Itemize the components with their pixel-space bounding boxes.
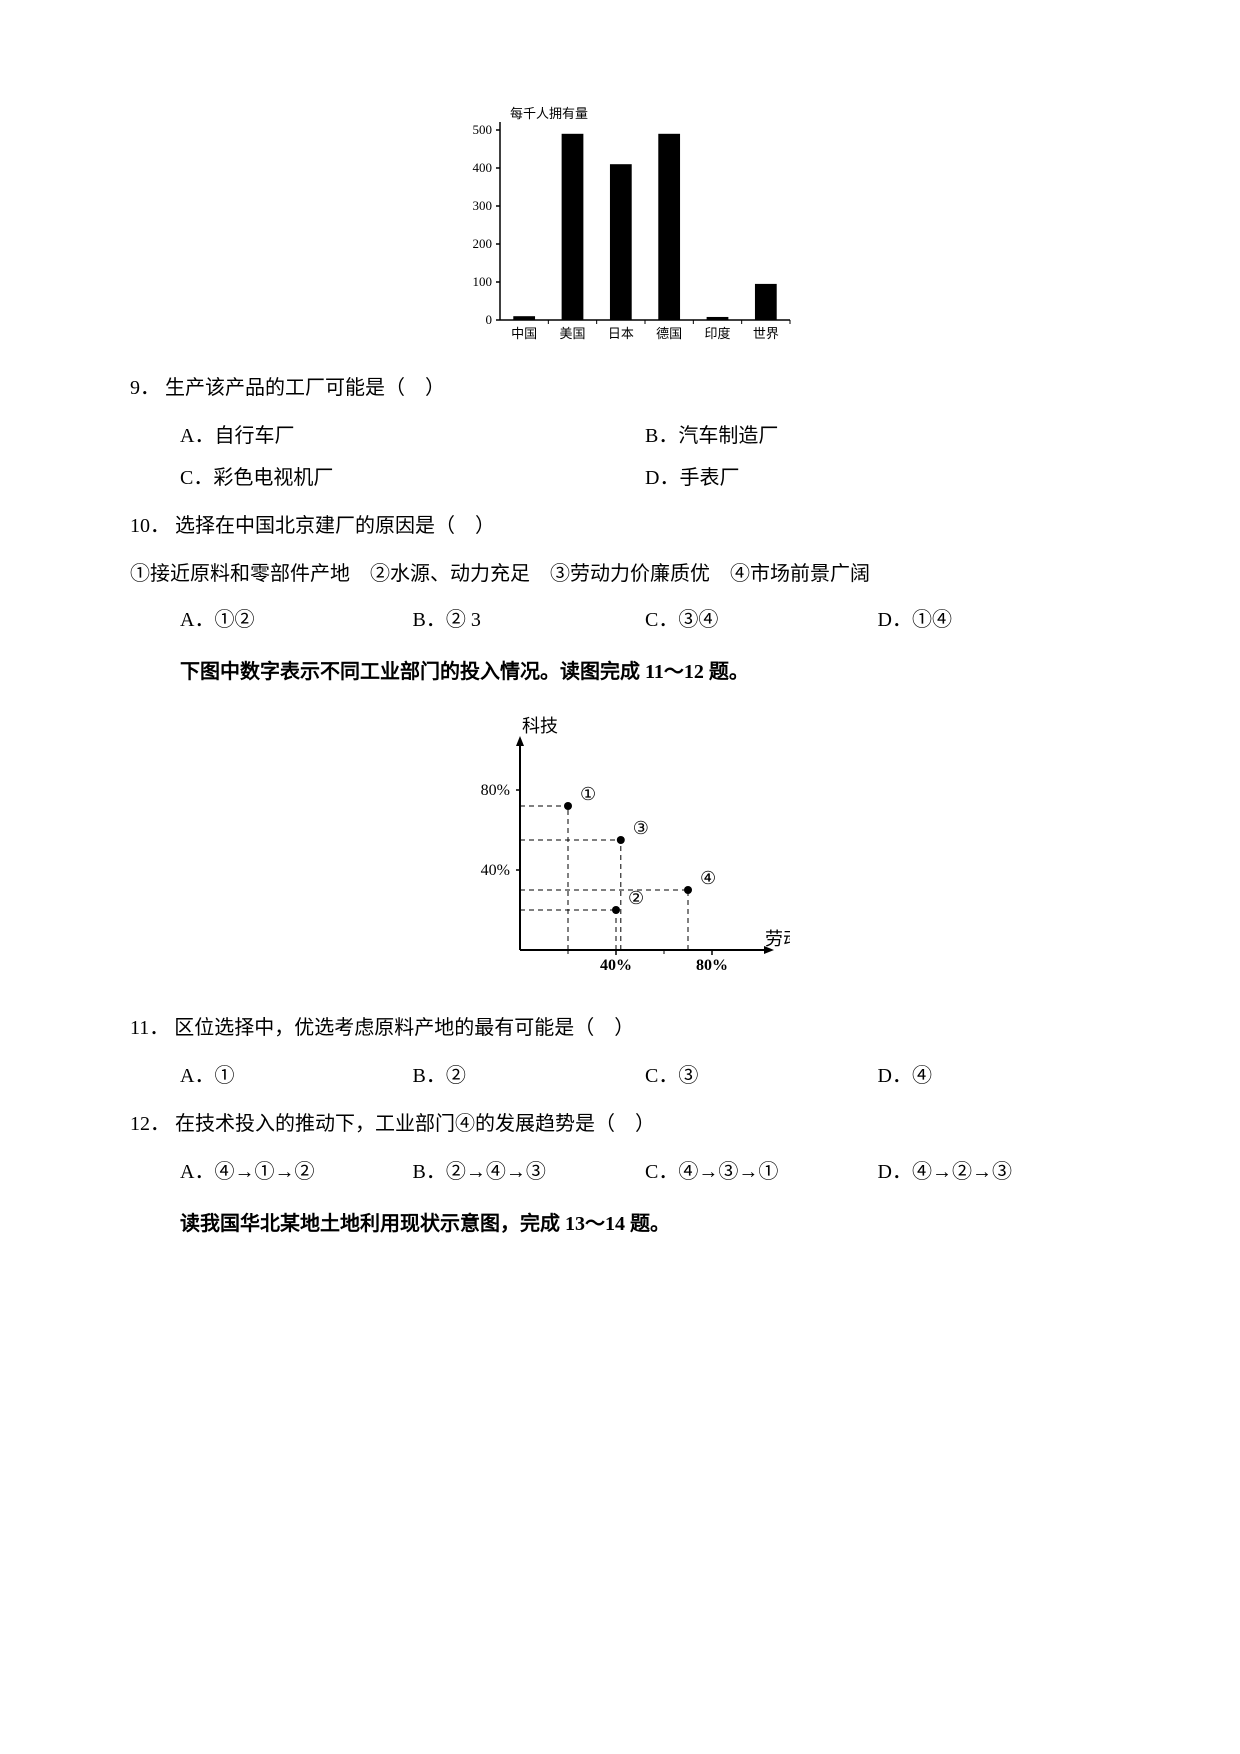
- svg-text:40%: 40%: [600, 957, 632, 974]
- svg-text:世界: 世界: [753, 326, 779, 341]
- svg-text:80%: 80%: [696, 957, 728, 974]
- q9-option-a: A．自行车厂: [180, 418, 645, 454]
- svg-text:德国: 德国: [656, 326, 682, 341]
- q12-option-c: C．④→③→①: [645, 1154, 878, 1190]
- svg-text:80%: 80%: [481, 782, 510, 799]
- q12-text: 在技术投入的推动下，工业部门④的发展趋势是（ ）: [175, 1113, 655, 1135]
- q9-option-b: B．汽车制造厂: [645, 418, 1110, 454]
- q12-option-b: B．②→④→③: [413, 1154, 646, 1190]
- q10-number: 10．: [130, 515, 170, 537]
- q9-options-row1: A．自行车厂 B．汽车制造厂: [180, 418, 1110, 454]
- q10-options-row: A．①② B．② 3 C．③④ D．①④: [180, 602, 1110, 638]
- q9-text: 生产该产品的工厂可能是（ ）: [165, 377, 445, 399]
- q11-option-d: D．④: [878, 1058, 1111, 1094]
- intro-11-12: 下图中数字表示不同工业部门的投入情况。读图完成 11～12 题。: [180, 654, 1110, 690]
- svg-text:100: 100: [473, 274, 493, 289]
- ownership-bar-chart: 每千人拥有量 0 100 200 300 400 500 中国 美国 日本 德国 印度 世界: [130, 100, 1110, 350]
- intro-13-14: 读我国华北某地土地利用现状示意图，完成 13～14 题。: [180, 1206, 1110, 1242]
- scatter-chart-svg: 科技劳动力 40% 80% 40% 80% ① ② ③ ④: [450, 710, 790, 990]
- svg-text:每千人拥有量: 每千人拥有量: [510, 106, 588, 121]
- svg-text:①: ①: [580, 784, 596, 804]
- svg-text:500: 500: [473, 122, 493, 137]
- svg-text:③: ③: [633, 818, 649, 838]
- q9-options-row2: C．彩色电视机厂 D．手表厂: [180, 460, 1110, 496]
- question-10: 10． 选择在中国北京建厂的原因是（ ）: [130, 508, 1110, 544]
- question-9: 9． 生产该产品的工厂可能是（ ）: [130, 370, 1110, 406]
- industry-scatter-chart: 科技劳动力 40% 80% 40% 80% ① ② ③ ④: [130, 710, 1110, 990]
- q11-option-c: C．③: [645, 1058, 878, 1094]
- svg-text:中国: 中国: [511, 326, 537, 341]
- svg-text:0: 0: [486, 312, 493, 327]
- svg-text:日本: 日本: [608, 326, 634, 341]
- q12-option-a: A．④→①→②: [180, 1154, 413, 1190]
- q11-option-b: B．②: [413, 1058, 646, 1094]
- question-12: 12． 在技术投入的推动下，工业部门④的发展趋势是（ ）: [130, 1106, 1110, 1142]
- q11-option-a: A．①: [180, 1058, 413, 1094]
- q11-number: 11．: [130, 1017, 169, 1039]
- question-11: 11． 区位选择中，优选考虑原料产地的最有可能是（ ）: [130, 1010, 1110, 1046]
- q10-option-d: D．①④: [878, 602, 1111, 638]
- svg-text:40%: 40%: [481, 862, 510, 879]
- q11-options-row: A．① B．② C．③ D．④: [180, 1058, 1110, 1094]
- bar-chart-svg: 每千人拥有量 0 100 200 300 400 500 中国 美国 日本 德国 印度 世界: [440, 100, 800, 350]
- q12-option-d: D．④→②→③: [878, 1154, 1111, 1190]
- svg-text:400: 400: [473, 160, 493, 175]
- q10-text: 选择在中国北京建厂的原因是（ ）: [175, 515, 495, 537]
- q9-option-c: C．彩色电视机厂: [180, 460, 645, 496]
- svg-text:②: ②: [628, 888, 644, 908]
- svg-text:劳动力: 劳动力: [765, 929, 790, 949]
- q10-conditions: ①接近原料和零部件产地 ②水源、动力充足 ③劳动力价廉质优 ④市场前景广阔: [130, 556, 1110, 592]
- svg-text:300: 300: [473, 198, 493, 213]
- q10-option-b: B．② 3: [413, 602, 646, 638]
- q10-option-c: C．③④: [645, 602, 878, 638]
- q12-number: 12．: [130, 1113, 170, 1135]
- q9-number: 9．: [130, 377, 160, 399]
- q12-options-row: A．④→①→② B．②→④→③ C．④→③→① D．④→②→③: [180, 1154, 1110, 1190]
- svg-text:200: 200: [473, 236, 493, 251]
- q9-option-d: D．手表厂: [645, 460, 1110, 496]
- svg-text:科技: 科技: [522, 716, 558, 736]
- svg-text:④: ④: [700, 868, 716, 888]
- svg-text:美国: 美国: [559, 326, 585, 341]
- svg-text:印度: 印度: [704, 326, 730, 341]
- q11-text: 区位选择中，优选考虑原料产地的最有可能是（ ）: [174, 1017, 634, 1039]
- q10-option-a: A．①②: [180, 602, 413, 638]
